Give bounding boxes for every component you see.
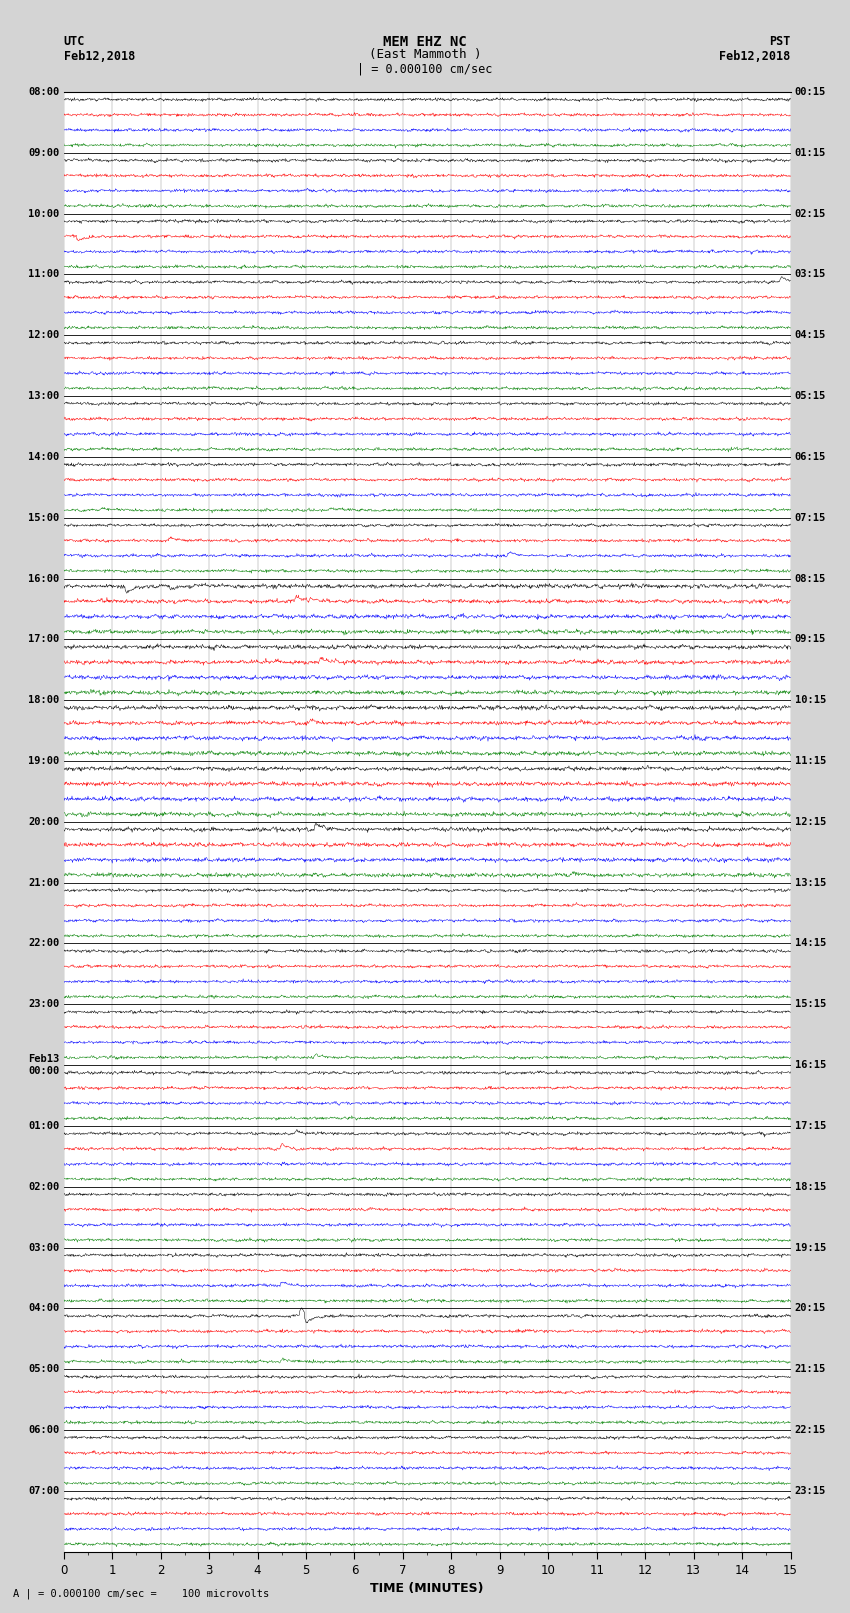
Text: 23:00: 23:00 bbox=[28, 1000, 60, 1010]
Text: 13:15: 13:15 bbox=[795, 877, 826, 887]
Text: 02:15: 02:15 bbox=[795, 208, 826, 219]
Text: 16:15: 16:15 bbox=[795, 1060, 826, 1069]
Text: 11:00: 11:00 bbox=[28, 269, 60, 279]
Text: 01:00: 01:00 bbox=[28, 1121, 60, 1131]
Text: 02:00: 02:00 bbox=[28, 1182, 60, 1192]
Text: 06:15: 06:15 bbox=[795, 452, 826, 461]
Text: Feb12,2018: Feb12,2018 bbox=[719, 50, 791, 63]
Text: 17:00: 17:00 bbox=[28, 634, 60, 644]
Text: (East Mammoth ): (East Mammoth ) bbox=[369, 48, 481, 61]
Text: 15:15: 15:15 bbox=[795, 1000, 826, 1010]
Text: A | = 0.000100 cm/sec =    100 microvolts: A | = 0.000100 cm/sec = 100 microvolts bbox=[13, 1589, 269, 1598]
Text: 08:15: 08:15 bbox=[795, 574, 826, 584]
Text: 10:15: 10:15 bbox=[795, 695, 826, 705]
Text: UTC: UTC bbox=[64, 35, 85, 48]
Text: 22:15: 22:15 bbox=[795, 1424, 826, 1436]
Text: 04:15: 04:15 bbox=[795, 331, 826, 340]
Text: 11:15: 11:15 bbox=[795, 756, 826, 766]
Text: 09:00: 09:00 bbox=[28, 148, 60, 158]
Text: MEM EHZ NC: MEM EHZ NC bbox=[383, 35, 467, 48]
Text: | = 0.000100 cm/sec: | = 0.000100 cm/sec bbox=[357, 63, 493, 76]
Text: 23:15: 23:15 bbox=[795, 1486, 826, 1495]
Text: Feb12,2018: Feb12,2018 bbox=[64, 50, 135, 63]
Text: 04:00: 04:00 bbox=[28, 1303, 60, 1313]
Text: 01:15: 01:15 bbox=[795, 148, 826, 158]
Text: 08:00: 08:00 bbox=[28, 87, 60, 97]
Text: 18:15: 18:15 bbox=[795, 1182, 826, 1192]
Text: 18:00: 18:00 bbox=[28, 695, 60, 705]
Text: 12:15: 12:15 bbox=[795, 816, 826, 827]
Text: 21:00: 21:00 bbox=[28, 877, 60, 887]
Text: 16:00: 16:00 bbox=[28, 574, 60, 584]
Text: 13:00: 13:00 bbox=[28, 390, 60, 402]
Text: 19:00: 19:00 bbox=[28, 756, 60, 766]
Text: 17:15: 17:15 bbox=[795, 1121, 826, 1131]
Text: 20:00: 20:00 bbox=[28, 816, 60, 827]
Text: 15:00: 15:00 bbox=[28, 513, 60, 523]
Text: 03:15: 03:15 bbox=[795, 269, 826, 279]
Text: 09:15: 09:15 bbox=[795, 634, 826, 644]
Text: 07:15: 07:15 bbox=[795, 513, 826, 523]
Text: 21:15: 21:15 bbox=[795, 1365, 826, 1374]
X-axis label: TIME (MINUTES): TIME (MINUTES) bbox=[371, 1582, 484, 1595]
Text: 14:00: 14:00 bbox=[28, 452, 60, 461]
Text: 07:00: 07:00 bbox=[28, 1486, 60, 1495]
Text: 00:15: 00:15 bbox=[795, 87, 826, 97]
Text: 12:00: 12:00 bbox=[28, 331, 60, 340]
Text: 05:00: 05:00 bbox=[28, 1365, 60, 1374]
Text: Feb13
00:00: Feb13 00:00 bbox=[28, 1055, 60, 1076]
Text: 22:00: 22:00 bbox=[28, 939, 60, 948]
Text: 06:00: 06:00 bbox=[28, 1424, 60, 1436]
Text: 19:15: 19:15 bbox=[795, 1242, 826, 1253]
Text: 20:15: 20:15 bbox=[795, 1303, 826, 1313]
Text: 14:15: 14:15 bbox=[795, 939, 826, 948]
Text: PST: PST bbox=[769, 35, 790, 48]
Text: 05:15: 05:15 bbox=[795, 390, 826, 402]
Text: 10:00: 10:00 bbox=[28, 208, 60, 219]
Text: 03:00: 03:00 bbox=[28, 1242, 60, 1253]
